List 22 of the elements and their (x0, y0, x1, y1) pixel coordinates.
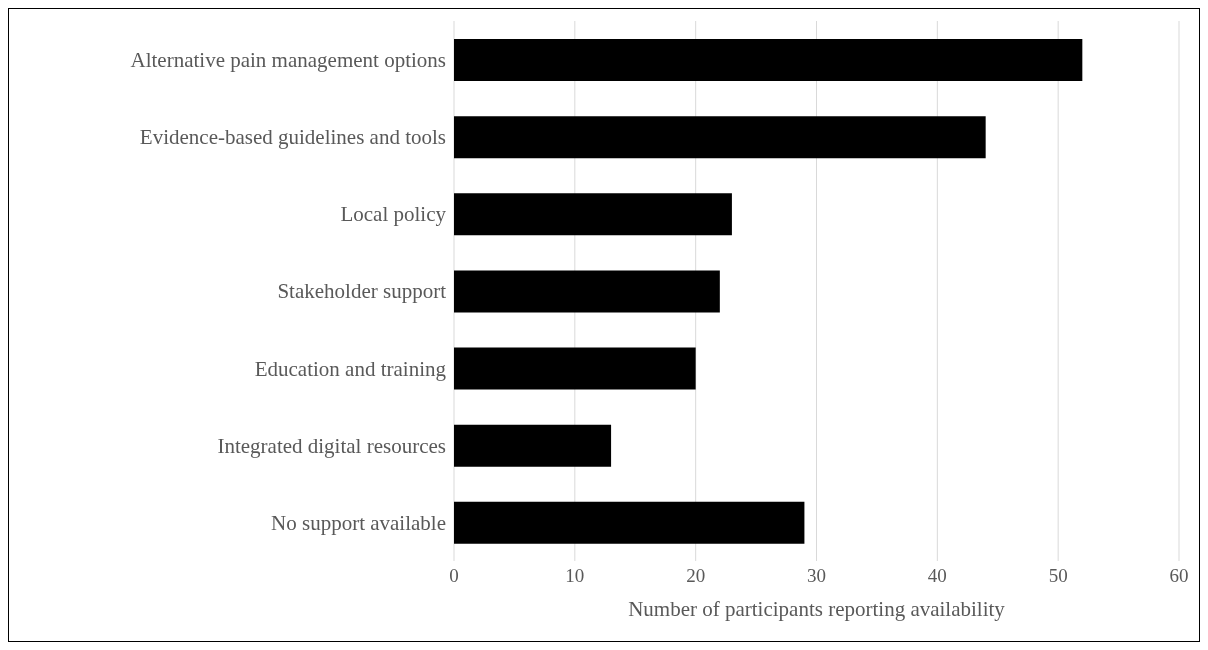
y-tick-label: Local policy (340, 202, 447, 227)
x-tick-label: 30 (807, 565, 826, 587)
bar (454, 424, 612, 467)
x-tick-label: 60 (1169, 565, 1189, 587)
y-tick-label: Alternative pain management options (130, 48, 446, 73)
y-tick-label: Education and training (254, 356, 447, 381)
bar (454, 116, 986, 159)
x-tick-label: 10 (565, 565, 585, 587)
y-tick-label: Evidence-based guidelines and tools (139, 125, 446, 150)
bar (454, 347, 696, 390)
x-tick-label: 50 (1048, 565, 1068, 587)
bar (454, 193, 732, 236)
y-tick-label: Stakeholder support (277, 279, 447, 304)
x-tick-label: 0 (449, 565, 459, 587)
x-tick-label: 40 (927, 565, 947, 587)
x-tick-label: 20 (686, 565, 706, 587)
bar (454, 501, 805, 544)
y-tick-label: No support available (271, 510, 446, 535)
bar (454, 270, 720, 313)
bar (454, 39, 1083, 81)
y-tick-label: Integrated digital resources (217, 433, 446, 458)
x-axis-title: Number of participants reporting availability (628, 596, 1006, 621)
